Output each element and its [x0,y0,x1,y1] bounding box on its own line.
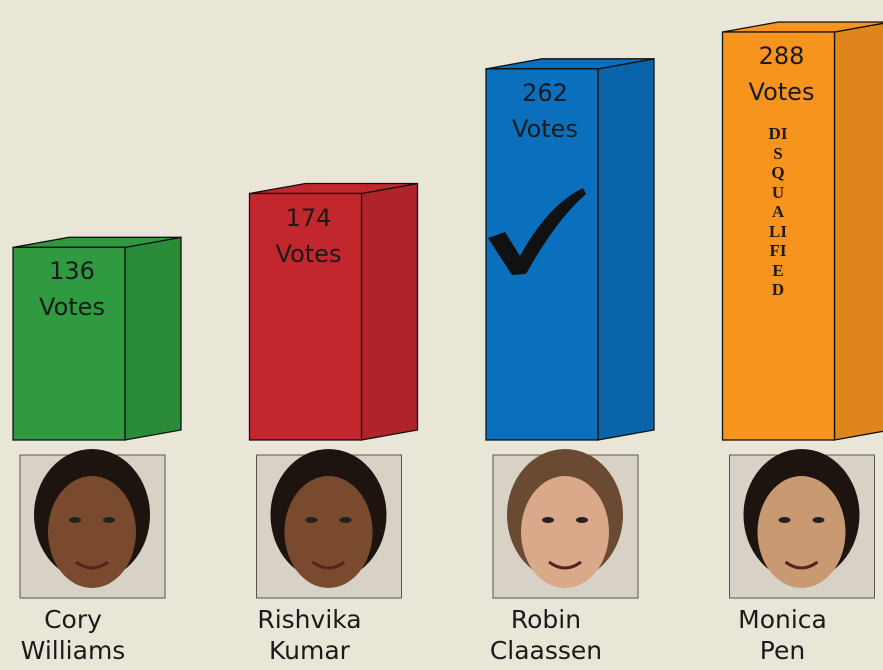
photo-face [757,476,846,588]
photo-eye [305,517,318,523]
bar-side [833,22,883,441]
photo-mouth [548,560,582,570]
photo [492,449,639,599]
photo-mouth [311,560,346,570]
bar [12,246,126,441]
photo [19,449,166,599]
checkmark [488,188,586,275]
photo-face [48,476,136,588]
photo-eye [339,517,352,523]
bar-side [360,182,419,441]
photo [256,449,402,599]
annotation: DISQUALIFIED [768,124,788,299]
category-label: Monica Pen [738,605,827,665]
photo-eye [542,517,554,523]
category-label: Robin Claassen [489,605,603,665]
value-label: 136 Votes [39,257,105,322]
bar [248,192,363,441]
bar-side [124,236,182,441]
photo-mouth [784,560,819,570]
category-label: Rishvika Kumar [257,605,362,665]
photo-eye [103,517,115,523]
photo-face [521,476,609,588]
value-label: 174 Votes [275,203,342,268]
photo-eye [576,517,588,523]
value-label: 288 Votes [748,42,815,106]
photo-eye [812,517,825,523]
photo-eye [778,517,791,523]
value-label: 262 Votes [512,78,578,143]
bar [721,31,836,441]
photo-eye [69,517,81,523]
bar-side [597,58,655,441]
photo-face [284,476,373,588]
photo [729,449,875,599]
photo-mouth [75,560,109,570]
category-label: Cory Williams [20,605,126,665]
